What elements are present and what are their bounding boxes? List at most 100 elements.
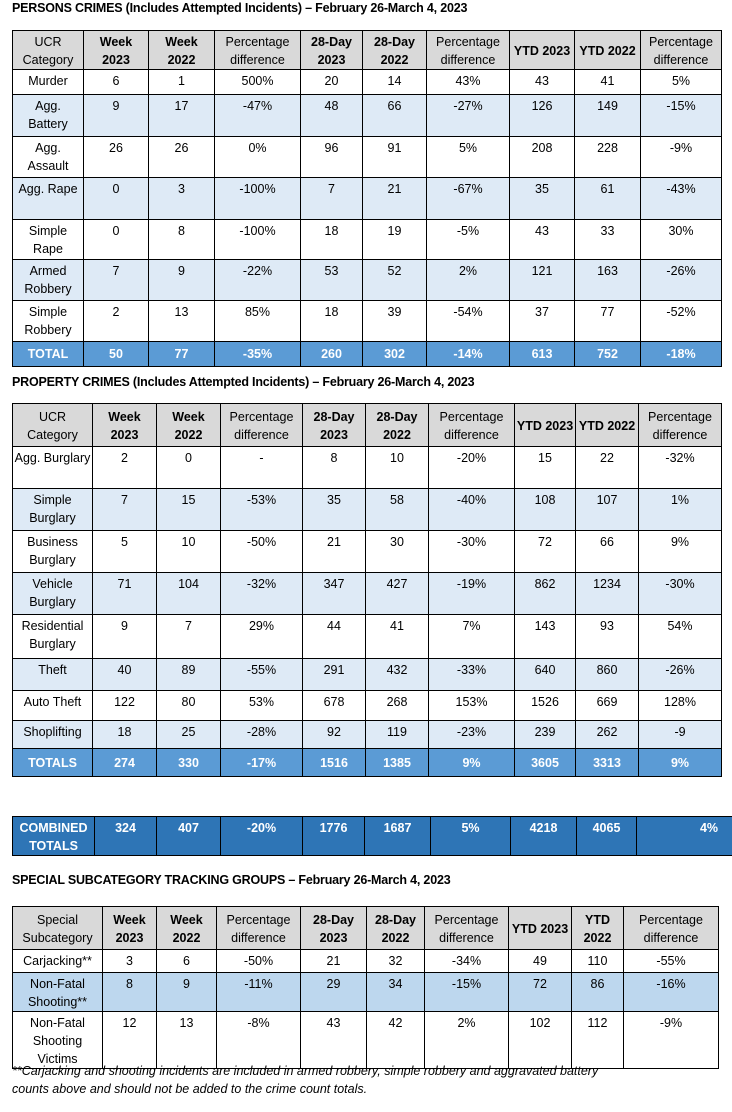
total-value: 3605 [514,748,576,777]
value-cell: 43 [509,219,575,260]
value-cell: 22 [575,446,639,489]
category-cell: Vehicle Burglary [12,572,93,615]
value-cell: 25 [156,720,221,749]
table-row: Agg. Battery 9 17 -47% 48 66 -27% 126 149 -15% [12,94,722,137]
table-row: Armed Robbery 7 9 -22% 53 52 2% 121 163 -26% [12,259,722,301]
value-cell: -15% [424,972,509,1012]
value-cell: 58 [365,488,429,531]
column-header: YTD 2022 [575,403,639,447]
column-header: Percentage difference [426,30,510,70]
combined-value: 324 [94,816,157,856]
total-row: TOTAL 50 77 -35% 260 302 -14% 613 752 -18% [12,341,722,367]
value-cell: 21 [300,949,367,973]
table-row: Simple Rape 0 8 -100% 18 19 -5% 43 33 30% [12,219,722,260]
value-cell: 7 [83,259,149,301]
value-cell: 77 [574,300,641,342]
column-header: Week 2022 [156,403,221,447]
value-cell: -26% [640,259,722,301]
value-cell: 18 [300,300,363,342]
column-header: Week 2023 [92,403,157,447]
combined-value: 4065 [576,816,637,856]
value-cell: 3 [102,949,157,973]
category-cell: Auto Theft [12,690,93,721]
table-row: Simple Robbery 2 13 85% 18 39 -54% 37 77 -52% [12,300,722,342]
value-cell: -28% [220,720,303,749]
value-cell: 86 [571,972,624,1012]
value-cell: 43 [509,69,575,95]
value-cell: 0 [83,177,149,220]
table-row: Non-Fatal Shooting Victims 12 13 -8% 43 42 2% 1… [12,1011,719,1069]
value-cell: 15 [156,488,221,531]
category-cell: Theft [12,658,93,691]
value-cell: 37 [509,300,575,342]
total-value: 50 [83,341,149,367]
total-row: TOTALS 274 330 -17% 1516 1385 9% 3605 3313 9% [12,748,722,777]
value-cell: -26% [638,658,722,691]
value-cell: -19% [428,572,515,615]
value-cell: 8 [102,972,157,1012]
combined-label: COMBINED TOTALS [12,816,95,856]
table-row: Carjacking** 3 6 -50% 21 32 -34% 49 110 -55% [12,949,719,973]
column-header: Week 2022 [148,30,215,70]
value-cell: 26 [148,136,215,178]
value-cell: 860 [575,658,639,691]
special-subcategory-title: SPECIAL SUBCATEGORY TRACKING GROUPS – Fe… [12,873,451,887]
value-cell: 102 [508,1011,572,1069]
value-cell: 5% [640,69,722,95]
value-cell: 291 [302,658,366,691]
value-cell: 347 [302,572,366,615]
combined-value: -20% [220,816,303,856]
value-cell: 42 [366,1011,425,1069]
combined-value: 1776 [302,816,365,856]
total-value: -14% [426,341,510,367]
value-cell: 40 [92,658,157,691]
value-cell: 9 [83,94,149,137]
value-cell: 143 [514,614,576,659]
value-cell: 108 [514,488,576,531]
column-header: UCR Category [12,403,93,447]
value-cell: 39 [362,300,427,342]
value-cell: 239 [514,720,576,749]
category-cell: Simple Burglary [12,488,93,531]
value-cell: 1234 [575,572,639,615]
combined-totals-table: COMBINED TOTALS 324 407 -20% 1776 1687 5% 4218 4… [12,816,732,856]
value-cell: 52 [362,259,427,301]
column-header: 28-Day 2022 [362,30,427,70]
total-value: 330 [156,748,221,777]
value-cell: 35 [302,488,366,531]
value-cell: 13 [148,300,215,342]
value-cell: -20% [428,446,515,489]
value-cell: 18 [92,720,157,749]
column-header: UCR Category [12,30,84,70]
value-cell: 7% [428,614,515,659]
value-cell: 30 [365,530,429,573]
category-cell: Armed Robbery [12,259,84,301]
value-cell: 26 [83,136,149,178]
value-cell: 29% [220,614,303,659]
column-header: 28-Day 2023 [300,30,363,70]
value-cell: -100% [214,219,301,260]
value-cell: 7 [92,488,157,531]
combined-totals-row: COMBINED TOTALS 324 407 -20% 1776 1687 5% 4218 4… [12,816,732,856]
value-cell: 72 [508,972,572,1012]
value-cell: -5% [426,219,510,260]
value-cell: 10 [156,530,221,573]
value-cell: 14 [362,69,427,95]
total-label: TOTALS [12,748,93,777]
table-row: Auto Theft 122 80 53% 678 268 153% 1526 669 128% [12,690,722,721]
value-cell: 0 [83,219,149,260]
category-cell: Non-Fatal Shooting** [12,972,103,1012]
value-cell: 43 [300,1011,367,1069]
value-cell: -34% [424,949,509,973]
value-cell: -52% [640,300,722,342]
total-value: 752 [574,341,641,367]
value-cell: 228 [574,136,641,178]
table-row: Vehicle Burglary 71 104 -32% 347 427 -19% 862 12… [12,572,722,615]
value-cell: -100% [214,177,301,220]
value-cell: 862 [514,572,576,615]
value-cell: -43% [640,177,722,220]
value-cell: 0% [214,136,301,178]
combined-value: 4218 [510,816,577,856]
value-cell: 41 [574,69,641,95]
value-cell: - [220,446,303,489]
